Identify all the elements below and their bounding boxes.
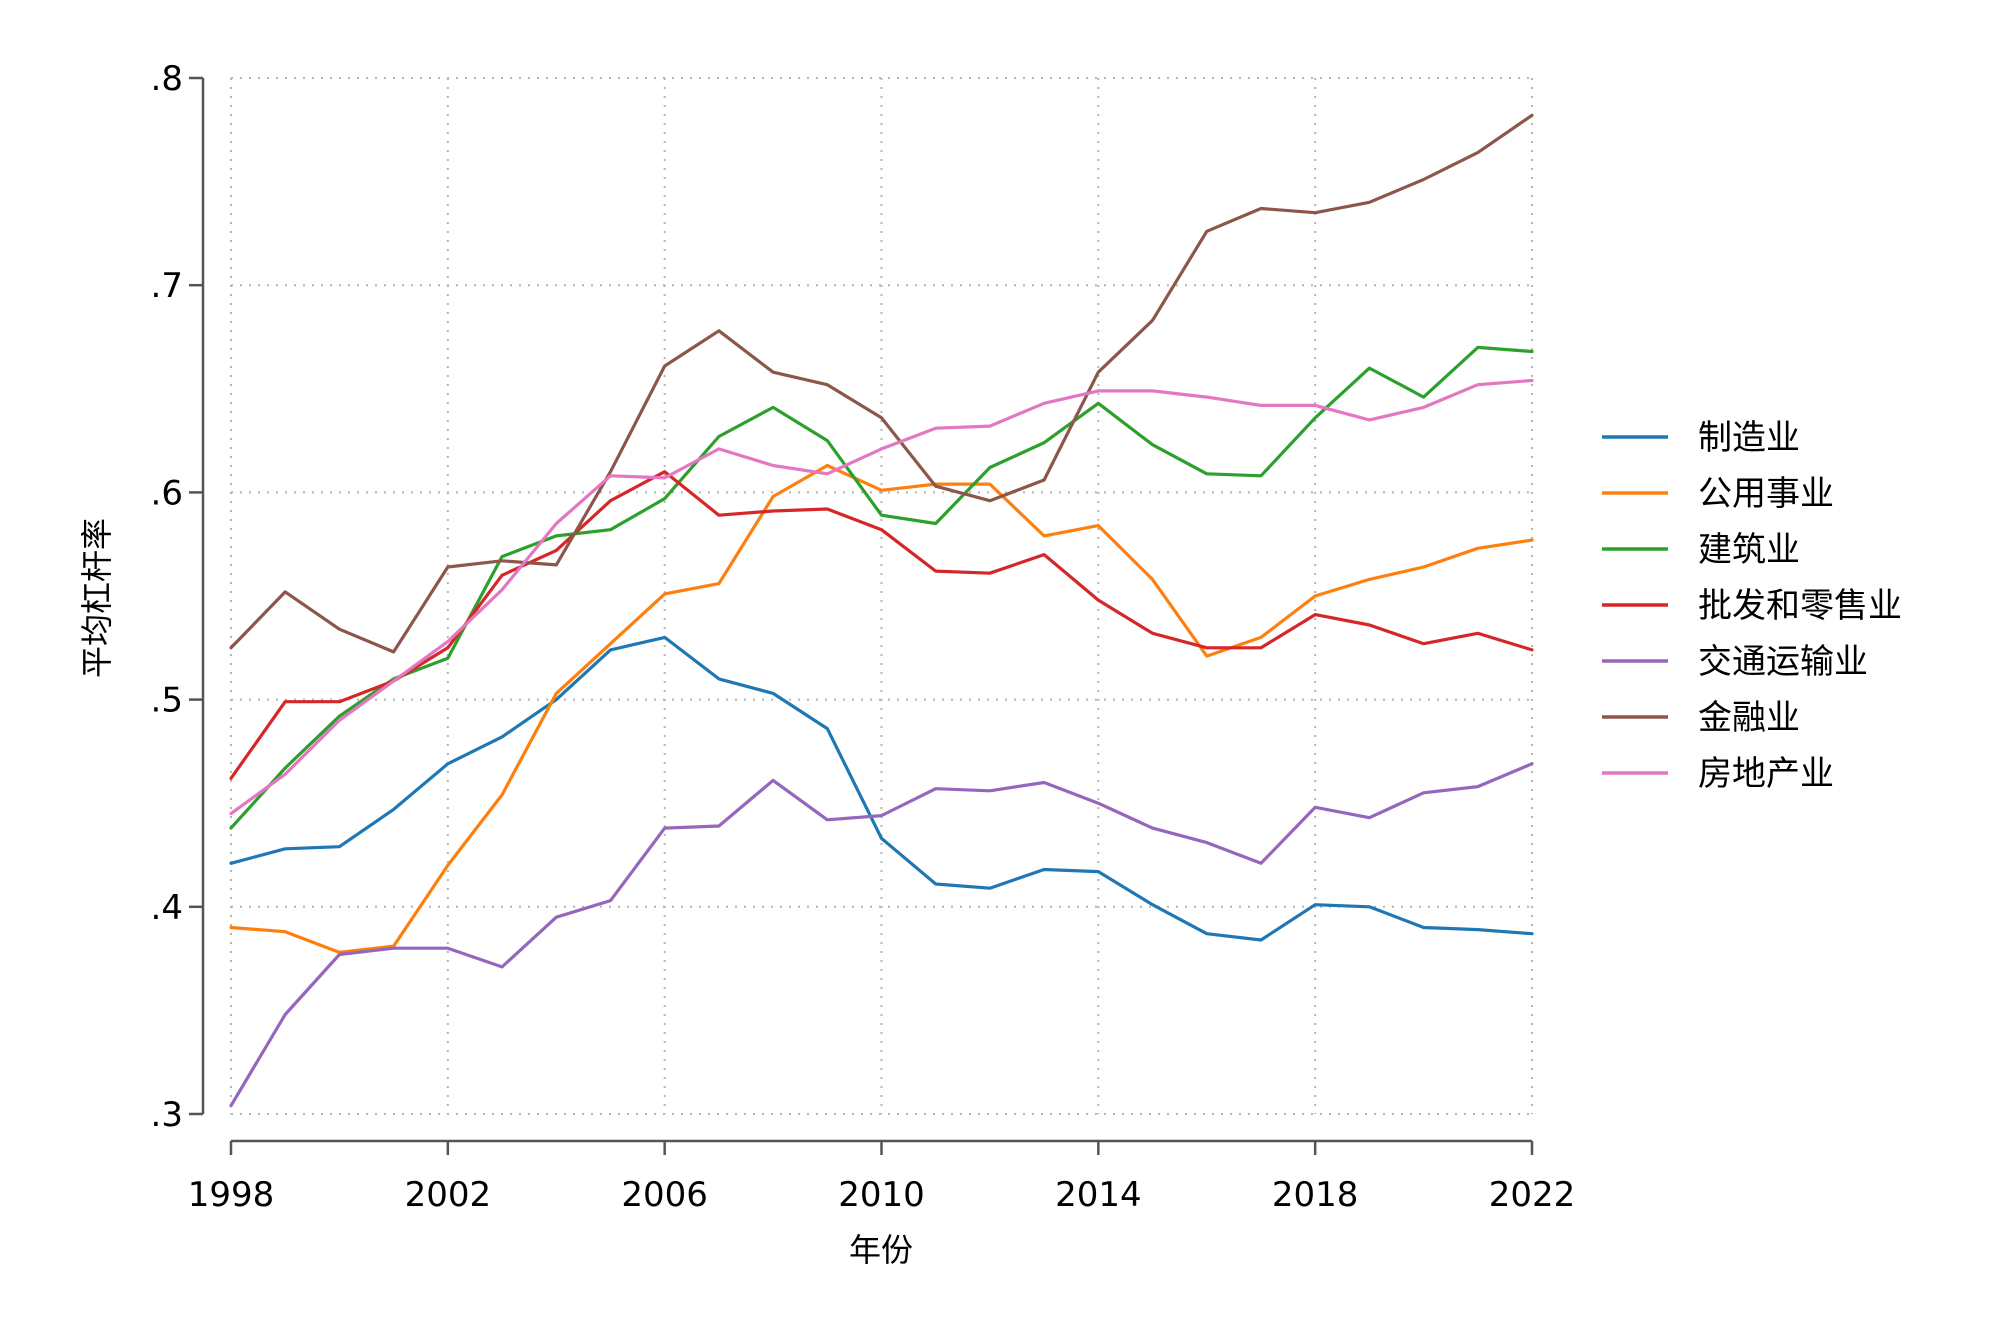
x-tick-label: 2006 <box>621 1175 708 1215</box>
series-lines <box>229 113 1534 1108</box>
series-line-5 <box>229 762 1534 1108</box>
x-tick-label: 2018 <box>1272 1175 1359 1215</box>
axes <box>189 76 1534 1155</box>
legend-label: 建筑业 <box>1698 530 1800 570</box>
series-line-2 <box>229 463 1534 955</box>
tick-labels: .3 .4 .5 .6 .7 .8 1998 2002 2006 2010 2014 2018 2022 <box>151 59 1576 1215</box>
x-tick-label: 2014 <box>1055 1175 1142 1215</box>
y-tick-label: .8 <box>151 59 183 99</box>
y-tick-label: .3 <box>151 1095 183 1135</box>
series-line-3 <box>229 345 1534 830</box>
legend-label: 金融业 <box>1698 698 1800 738</box>
grid-lines <box>230 77 1533 1115</box>
series-line-7 <box>229 378 1534 816</box>
x-tick-label: 2010 <box>838 1175 925 1215</box>
legend-label: 交通运输业 <box>1698 642 1868 682</box>
series-line-6 <box>229 113 1534 654</box>
series-line-1 <box>229 635 1534 942</box>
y-tick-label: .4 <box>151 888 183 928</box>
y-tick-label: .5 <box>151 681 183 721</box>
legend-label: 公用事业 <box>1698 474 1834 514</box>
legend-label: 制造业 <box>1698 418 1800 458</box>
y-tick-label: .7 <box>151 266 183 306</box>
legend-label: 房地产业 <box>1698 754 1834 794</box>
x-axis-title: 年份 <box>849 1231 913 1269</box>
x-tick-label: 2022 <box>1489 1175 1576 1215</box>
y-axis-title: 平均杠杆率 <box>78 518 116 678</box>
legend-label: 批发和零售业 <box>1698 586 1902 626</box>
y-tick-label: .6 <box>151 473 183 513</box>
x-tick-label: 2002 <box>405 1175 492 1215</box>
x-tick-label: 1998 <box>188 1175 275 1215</box>
series-line-4 <box>229 470 1534 780</box>
